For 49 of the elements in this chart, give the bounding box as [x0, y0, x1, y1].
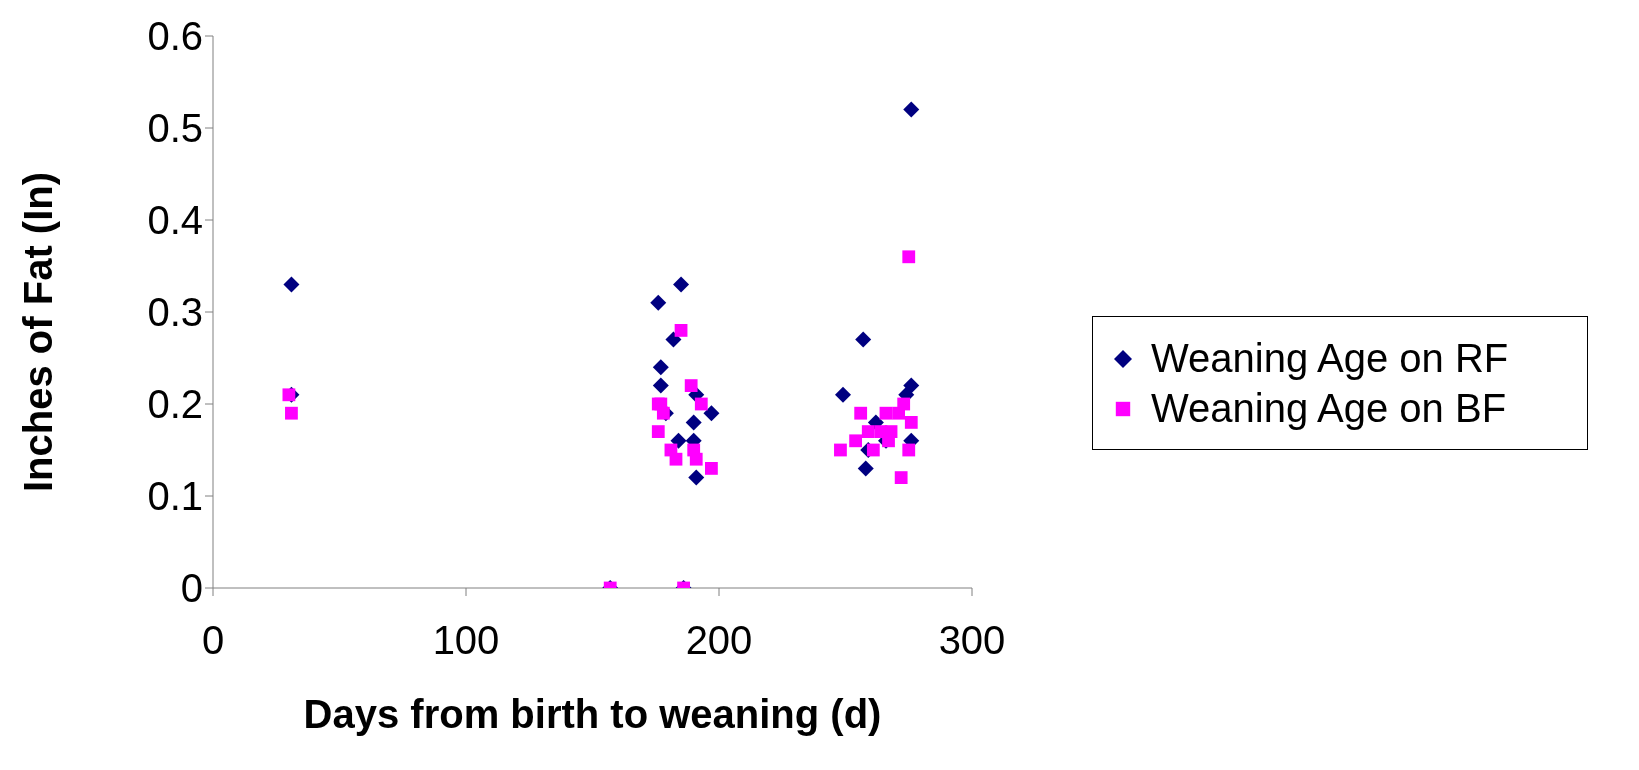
point — [665, 331, 682, 348]
y-axis-title: Inches of Fat (In) — [16, 172, 61, 492]
point — [283, 276, 300, 293]
point — [652, 359, 669, 376]
point — [902, 443, 916, 457]
point — [897, 397, 911, 411]
point — [674, 324, 688, 337]
point — [673, 276, 690, 293]
x-tick-label: 300 — [938, 618, 1006, 663]
legend-label: Weaning Age on RF — [1151, 335, 1509, 381]
point — [902, 250, 916, 264]
point — [685, 414, 702, 431]
x-tick-label: 200 — [685, 618, 753, 663]
point — [688, 469, 705, 486]
point — [857, 460, 874, 477]
point — [282, 388, 296, 402]
point — [834, 386, 851, 403]
point — [834, 443, 847, 457]
point — [652, 377, 669, 394]
y-tick-label: 0 — [180, 566, 203, 611]
y-tick-label: 0.5 — [147, 106, 203, 151]
point — [694, 397, 708, 411]
point — [703, 405, 720, 422]
x-axis-title: Days from birth to weaning (d) — [303, 692, 882, 736]
y-tick-label: 0.6 — [147, 14, 203, 59]
point — [894, 471, 908, 484]
y-tick-label: 0.3 — [147, 290, 203, 335]
point — [651, 425, 665, 438]
point — [904, 416, 918, 429]
point — [854, 406, 868, 420]
point — [855, 331, 872, 348]
legend-label: Weaning Age on BF — [1151, 385, 1507, 431]
y-tick-label: 0.4 — [147, 198, 203, 243]
point — [689, 452, 703, 466]
point — [670, 432, 687, 449]
point — [861, 425, 875, 438]
point — [849, 434, 863, 448]
point — [669, 452, 683, 466]
point — [684, 379, 698, 392]
x-tick-label: 100 — [432, 618, 500, 663]
point — [650, 294, 667, 311]
y-tick-label: 0.2 — [147, 382, 203, 427]
y-tick-label: 0.1 — [147, 474, 203, 519]
point — [903, 101, 920, 118]
point — [866, 443, 880, 457]
point — [705, 462, 718, 475]
point — [285, 406, 298, 420]
point — [879, 406, 893, 420]
point — [656, 406, 670, 420]
